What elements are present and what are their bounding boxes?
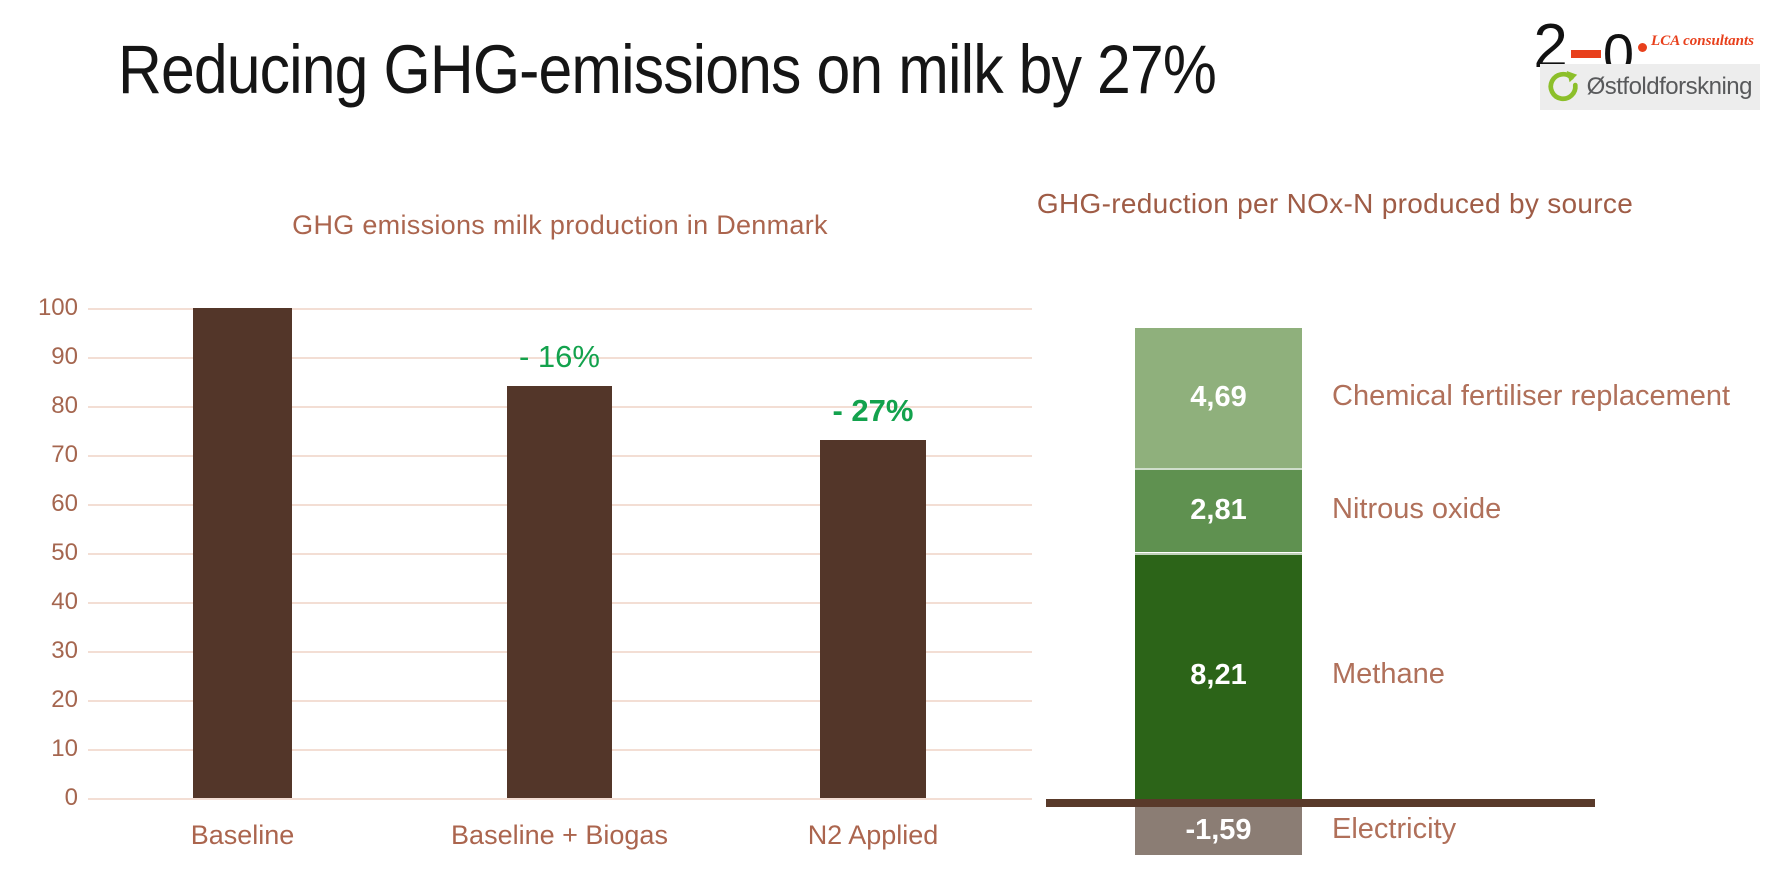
bar-n2-applied (820, 440, 926, 798)
stack-segment-2 (1135, 553, 1302, 799)
segment-value-label: 4,69 (1190, 381, 1247, 413)
stack-segment-1 (1135, 468, 1302, 552)
y-tick-label: 90 (51, 343, 78, 370)
segment-value-label: -1,59 (1185, 814, 1252, 846)
x-category-label: Baseline + Biogas (451, 820, 668, 850)
y-tick-label: 40 (51, 588, 78, 615)
y-tick-label: 0 (64, 784, 78, 811)
reduction-annotation: - 27% (832, 393, 914, 428)
gridline (88, 308, 1032, 310)
segment-source-label: Nitrous oxide (1332, 493, 1502, 525)
gridline (88, 798, 1032, 800)
stack-segment-0 (1135, 328, 1302, 469)
right-chart-title: GHG-reduction per NOx-N produced by sour… (1036, 188, 1634, 219)
x-category-label: Baseline (190, 820, 295, 850)
segment-source-label: Methane (1332, 658, 1445, 690)
slide-title: Reducing GHG-emissions on milk by 27% (118, 31, 1217, 108)
y-tick-label: 60 (51, 490, 78, 517)
lca-logo-dash (1570, 50, 1601, 58)
lca-consultants-logo: 2 0 LCA consultants (1533, 10, 1754, 82)
segment-value-label: 8,21 (1190, 659, 1247, 691)
circular-arrow-icon (1548, 70, 1578, 102)
lca-logo-dot (1638, 43, 1648, 52)
left-chart-title: GHG emissions milk production in Denmark (292, 210, 828, 240)
lca-logo-label: LCA consultants (1651, 33, 1754, 49)
y-tick-label: 70 (51, 441, 78, 468)
y-tick-label: 20 (51, 686, 78, 713)
ostfoldforskning-label: Østfoldforskning (1586, 73, 1753, 100)
reduction-annotation: - 16% (519, 339, 600, 374)
segment-source-label: Chemical fertiliser replacement (1332, 380, 1731, 412)
baseline-axis (1046, 799, 1595, 807)
y-tick-label: 100 (37, 294, 78, 321)
x-category-label: N2 Applied (807, 820, 939, 850)
ostfoldforskning-logo: Østfoldforskning (1539, 64, 1760, 110)
segment-value-label: 2,81 (1190, 494, 1247, 526)
y-tick-label: 50 (51, 539, 78, 566)
y-tick-label: 10 (51, 735, 78, 762)
y-tick-label: 30 (51, 637, 78, 664)
stack-segment-3 (1135, 807, 1302, 855)
gridline (88, 357, 1032, 359)
bar-baseline (193, 308, 292, 798)
segment-source-label: Electricity (1332, 813, 1457, 845)
bar-baseline-biogas (507, 386, 612, 798)
y-tick-label: 80 (51, 392, 78, 419)
